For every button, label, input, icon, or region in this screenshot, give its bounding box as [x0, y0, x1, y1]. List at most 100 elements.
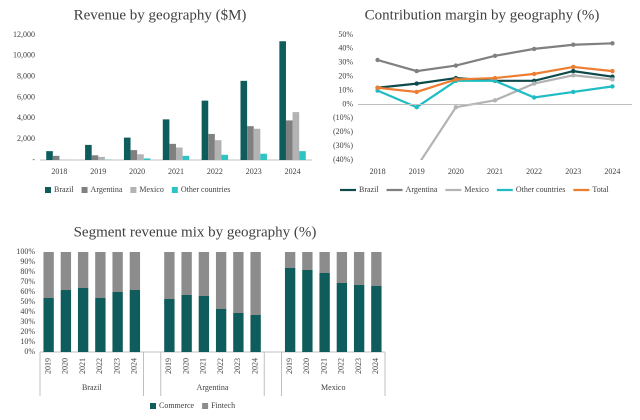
- legend-label: Brazil: [54, 185, 74, 194]
- y-tick-label: 20%: [20, 327, 35, 336]
- marker: [531, 46, 537, 52]
- bar: [46, 151, 53, 160]
- bar: [201, 100, 209, 160]
- legend-label: Argentina: [91, 185, 123, 194]
- bar-segment: [353, 252, 365, 285]
- x-tick-label: 2022: [216, 358, 225, 374]
- bar-segment: [112, 252, 123, 292]
- chart-title: Contribution margin by geography (%): [365, 7, 600, 23]
- y-tick-label: (10%): [333, 113, 353, 122]
- y-tick-label: (20%): [333, 127, 353, 136]
- marker: [571, 42, 576, 47]
- y-tick-label: 60%: [20, 287, 35, 296]
- x-tick-label: 2020: [302, 358, 311, 374]
- bar-segment: [43, 252, 54, 298]
- bar: [169, 143, 176, 160]
- bar: [182, 155, 190, 160]
- x-tick-label: 2022: [95, 358, 104, 374]
- bar: [260, 153, 267, 160]
- bar-segment: [77, 288, 89, 352]
- x-tick-label: 2023: [233, 358, 242, 374]
- marker: [571, 89, 576, 95]
- x-tick-label: 2019: [164, 358, 173, 374]
- marker: [453, 105, 459, 110]
- marker: [453, 77, 459, 82]
- y-tick-label: (40%): [333, 155, 353, 164]
- y-tick-label: 80%: [20, 267, 35, 276]
- bar: [143, 158, 151, 160]
- bar-segment: [95, 252, 106, 298]
- chart-title: Revenue by geography ($M): [74, 7, 247, 23]
- bar-segment: [302, 252, 313, 270]
- marker: [414, 81, 419, 86]
- x-tick-label: 2020: [129, 167, 145, 176]
- chart-title: Segment revenue mix by geography (%): [74, 224, 317, 240]
- marker: [375, 85, 380, 90]
- bar-segment: [371, 286, 382, 352]
- bar-segment: [250, 315, 261, 352]
- y-tick-label: 12,000: [13, 30, 35, 39]
- bar-segment: [215, 252, 227, 309]
- bar-segment: [95, 298, 106, 352]
- y-tick-label: 50%: [338, 30, 353, 39]
- marker: [531, 95, 537, 100]
- legend-swatch: [202, 403, 209, 409]
- bar-segment: [181, 295, 192, 352]
- legend-label: Total: [592, 185, 609, 194]
- y-tick-label: 100%: [16, 247, 35, 256]
- bar: [253, 128, 261, 160]
- marker: [492, 75, 498, 81]
- legend-label: Mexico: [139, 185, 163, 194]
- legend-swatch: [171, 187, 178, 193]
- x-tick-label: 2024: [371, 358, 380, 374]
- x-tick-label: 2023: [565, 167, 581, 176]
- x-tick-label: 2024: [130, 358, 139, 374]
- y-tick-label: 10%: [338, 85, 353, 94]
- bar-segment: [233, 252, 244, 313]
- x-tick-label: 2023: [112, 358, 121, 374]
- y-tick-label: 90%: [20, 257, 35, 266]
- bar: [221, 154, 229, 160]
- legend-label: Fintech: [211, 401, 235, 410]
- bar-segment: [336, 283, 348, 352]
- bar-segment: [164, 299, 175, 352]
- bar-segment: [284, 268, 296, 352]
- legend-label: Other countries: [181, 185, 231, 194]
- bar: [137, 154, 144, 160]
- x-tick-label: 2019: [43, 358, 52, 374]
- bar-segment: [77, 252, 89, 288]
- bar: [285, 120, 293, 160]
- bar-segment: [60, 252, 72, 290]
- legend-swatch: [81, 187, 88, 193]
- marker: [375, 57, 380, 63]
- legend-label: Commerce: [159, 401, 195, 410]
- y-tick-label: 40%: [20, 307, 35, 316]
- marker: [531, 71, 537, 77]
- y-tick-label: 0%: [24, 347, 35, 356]
- marker: [414, 89, 419, 95]
- y-tick-label: (30%): [333, 141, 353, 150]
- bar-segment: [129, 252, 141, 290]
- y-tick-label: 0%: [342, 99, 353, 108]
- line: [419, 74, 613, 160]
- x-tick-label: 2024: [604, 167, 620, 176]
- marker: [492, 53, 498, 59]
- bar-segment: [43, 298, 54, 352]
- x-tick-label: 2024: [250, 358, 259, 374]
- x-tick-label: 2021: [319, 358, 328, 374]
- y-tick-label: 70%: [20, 277, 35, 286]
- marker: [414, 68, 419, 74]
- bar: [247, 126, 254, 160]
- bar: [240, 80, 248, 160]
- x-tick-label: 2020: [181, 358, 190, 374]
- y-tick-label: 6,000: [17, 92, 35, 101]
- bar-segment: [284, 252, 296, 268]
- marker: [610, 68, 615, 74]
- marker: [571, 64, 576, 70]
- group-label: Mexico: [321, 383, 345, 392]
- group-label: Argentina: [197, 383, 229, 392]
- bar: [176, 147, 183, 160]
- x-tick-label: 2020: [61, 358, 70, 374]
